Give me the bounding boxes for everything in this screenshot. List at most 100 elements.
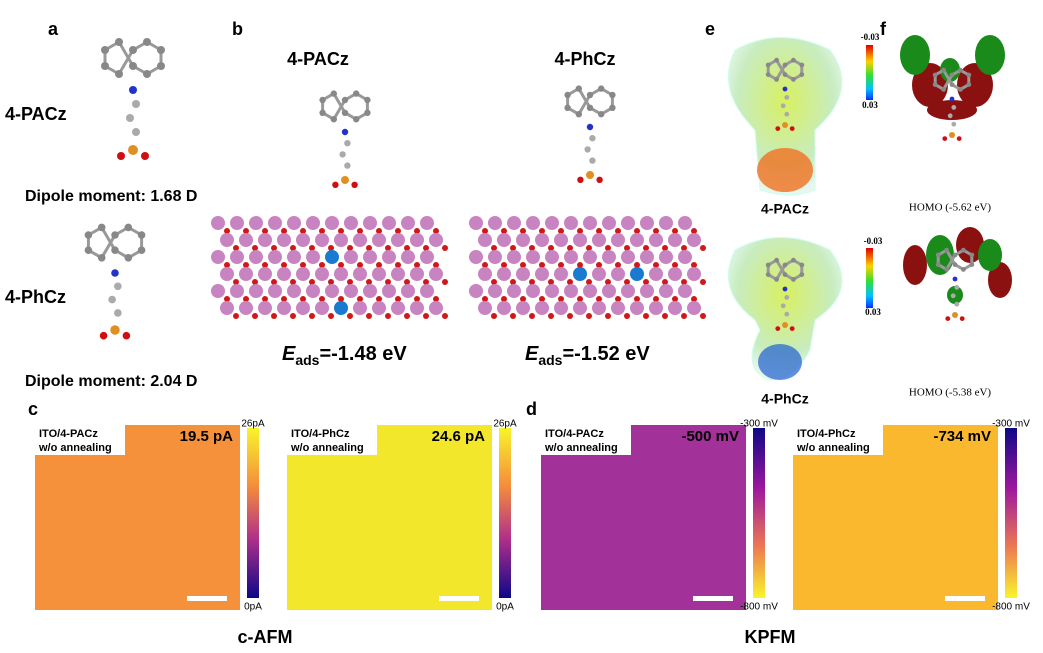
oxygen (596, 296, 602, 302)
atom (114, 309, 122, 317)
oxygen (328, 313, 334, 319)
metal (621, 250, 635, 264)
oxygen (548, 313, 554, 319)
bond (775, 59, 787, 76)
oxygen (548, 279, 554, 285)
metal (659, 250, 673, 264)
oxygen (262, 262, 268, 268)
molecule (765, 57, 805, 131)
metal (429, 301, 443, 315)
metal (640, 284, 654, 298)
atom (791, 277, 796, 282)
oxygen (681, 279, 687, 285)
dipole: Dipole moment: 2.04 D (25, 373, 197, 390)
metal (640, 250, 654, 264)
oxygen (404, 245, 410, 251)
atom (589, 157, 596, 164)
metal (287, 250, 301, 264)
atom (330, 116, 337, 123)
atom (947, 113, 953, 119)
metal (526, 250, 540, 264)
atom (782, 122, 788, 128)
metal (516, 267, 530, 281)
metal (258, 267, 272, 281)
panel-a: 4-PACz Dipole moment: 1.68 D 4-PhCz Dipo… (5, 104, 197, 390)
oxygen (624, 313, 630, 319)
energy-sub: ads (538, 352, 562, 368)
colorbar (866, 45, 873, 100)
scale-bar (439, 596, 479, 601)
panel-label: c (28, 399, 38, 419)
atom (609, 91, 616, 99)
metal (554, 233, 568, 247)
molecule (932, 67, 972, 142)
metal (268, 250, 282, 264)
atom (341, 128, 349, 136)
atom (966, 82, 972, 87)
sample-label: ITO/4-PhCz (797, 428, 856, 440)
atom (799, 272, 805, 277)
bond (942, 69, 954, 86)
metal (344, 284, 358, 298)
atom (115, 38, 123, 46)
oxygen (252, 279, 258, 285)
oxygen (567, 245, 573, 251)
atom (944, 267, 949, 272)
atom (782, 86, 788, 92)
oxygen (271, 313, 277, 319)
metal (296, 301, 310, 315)
atom (952, 262, 958, 267)
atom (780, 303, 786, 309)
metal (545, 250, 559, 264)
bond (117, 41, 135, 67)
atom (949, 82, 955, 87)
esp-region (757, 148, 813, 192)
panel-label: b (232, 19, 243, 39)
metal (687, 301, 701, 315)
oxygen (290, 245, 296, 251)
oxygen (376, 296, 382, 302)
metal (363, 216, 377, 230)
oxygen (338, 262, 344, 268)
oxygen (586, 279, 592, 285)
oxygen (615, 262, 621, 268)
metal (526, 216, 540, 230)
metal (602, 250, 616, 264)
scale-label: 0.03 (862, 100, 878, 110)
oxygen (347, 279, 353, 285)
scale-label: 26pA (241, 419, 265, 430)
metal (497, 301, 511, 315)
metal (621, 216, 635, 230)
oxygen (482, 228, 488, 234)
atom (339, 151, 346, 158)
metal (230, 216, 244, 230)
oxygen (404, 279, 410, 285)
atom (577, 176, 584, 183)
map-name: 4-PhCz (761, 391, 808, 407)
oxygen (414, 296, 420, 302)
atom (341, 96, 349, 104)
metal (344, 250, 358, 264)
oxygen (309, 279, 315, 285)
scale-label: 0pA (496, 602, 514, 613)
panel-label: e (705, 19, 715, 39)
molecule (84, 223, 146, 340)
metal (325, 216, 339, 230)
atom (586, 123, 594, 131)
atom (111, 246, 119, 254)
metal (535, 267, 549, 281)
map-panels: ITO/4-PACz w/o annealing 19.5 pA 26pA 0pA ITO… (35, 419, 1030, 613)
atom (775, 326, 781, 331)
atom (344, 140, 351, 147)
bond (577, 94, 592, 115)
metal (564, 284, 578, 298)
atom (575, 85, 582, 92)
metal (325, 250, 339, 264)
atom (353, 116, 360, 123)
atom (782, 286, 788, 292)
atom (129, 86, 137, 94)
metal (372, 267, 386, 281)
metal (249, 216, 263, 230)
reading: 19.5 pA (180, 428, 234, 445)
